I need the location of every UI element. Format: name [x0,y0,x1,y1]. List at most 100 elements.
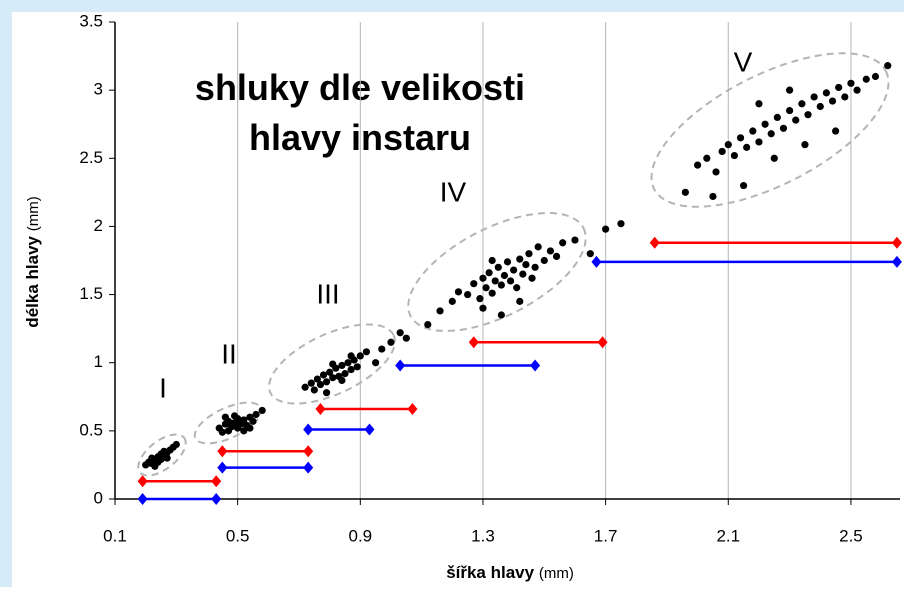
point [313,375,321,383]
point [510,266,518,274]
cluster-outlines [137,52,890,477]
point [151,462,159,470]
point [424,320,432,329]
point [500,271,509,280]
point [249,417,257,425]
point [163,454,171,462]
x-tick-label: 0.5 [226,526,250,545]
x-axis-label: šířka hlavy (mm) [446,563,574,582]
range-end [395,359,406,372]
point [482,284,490,292]
point [344,359,352,367]
point [773,113,781,121]
point [816,102,824,111]
point [347,365,355,374]
point [488,256,496,265]
point [252,410,260,419]
x-tick-label: 2.1 [716,526,740,545]
point [792,116,800,124]
point [485,269,493,277]
point [770,154,778,162]
point [240,427,248,435]
range-end [137,493,148,505]
point [513,284,521,292]
point [172,440,180,449]
point [559,239,567,247]
point [546,247,555,255]
range-end [591,255,602,268]
point [832,127,840,135]
point [617,220,625,228]
point [329,374,337,382]
range-end [468,336,479,349]
point [847,79,855,87]
x-tick-label: 1.7 [594,526,618,545]
point [218,428,226,436]
point [853,86,861,94]
point [387,338,395,346]
point [497,311,505,319]
point [503,258,512,266]
point [476,295,484,303]
y-tick-label: 1.5 [79,284,103,303]
y-axis-label-unit: (mm) [25,196,42,231]
point [307,379,315,387]
point [372,359,380,367]
point [479,274,487,282]
point [516,297,524,305]
point [326,368,334,376]
point [338,376,346,385]
x-axis-label-text: šířka hlavy [446,563,534,582]
point [378,345,386,353]
point [884,62,892,70]
point [755,138,763,146]
point [362,348,371,356]
point [534,243,542,251]
range-end [597,336,608,349]
point [491,277,499,285]
range-end [891,255,902,268]
point [718,147,726,156]
point [730,151,739,160]
point [516,255,524,263]
point [749,127,757,135]
point [586,250,594,258]
point [835,83,843,92]
point [310,386,318,394]
cluster-outline [650,52,890,208]
point [258,406,266,415]
cluster-outline [407,212,587,332]
cluster-label: IV [440,176,467,207]
point [221,413,229,421]
range-end [891,236,902,249]
range-end [303,461,314,474]
point [240,416,248,424]
point [322,389,331,397]
point [694,161,702,169]
x-tick-label: 2.5 [839,526,863,545]
point [767,130,775,138]
x-tick-label: 0.9 [348,526,372,545]
cluster-label: III [316,278,339,309]
point [828,97,837,105]
cluster-outline [268,323,396,405]
point [454,288,463,296]
y-tick-label: 0 [94,488,103,507]
point [602,225,610,233]
point [329,360,337,368]
point [338,361,346,370]
point [519,270,527,278]
point [494,263,502,271]
range-end [217,445,228,458]
point [479,304,487,312]
point [528,274,536,282]
point [841,93,849,101]
point [322,378,331,386]
cluster-label: II [221,338,237,369]
point [464,290,472,299]
point [709,192,717,201]
point [712,168,720,176]
point [341,370,349,378]
point [740,181,748,190]
point [822,89,831,97]
